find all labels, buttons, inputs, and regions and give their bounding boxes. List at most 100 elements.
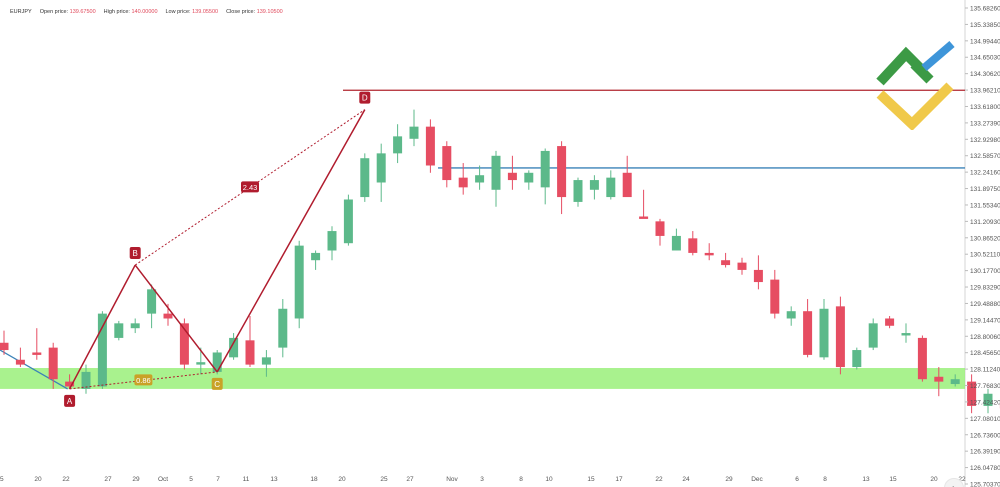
date-axis-label: 7 bbox=[216, 476, 220, 483]
date-axis-label: 29 bbox=[725, 476, 733, 483]
date-axis-label: 10 bbox=[545, 476, 553, 483]
candle-body[interactable] bbox=[983, 393, 993, 406]
candle-body[interactable] bbox=[360, 158, 370, 198]
price-axis-label: 135.33850 bbox=[970, 22, 1000, 29]
candle-body[interactable] bbox=[835, 306, 845, 368]
candle-body[interactable] bbox=[557, 146, 567, 198]
candle-body[interactable] bbox=[721, 260, 731, 266]
candle-body[interactable] bbox=[885, 318, 895, 326]
pattern-point-d[interactable] bbox=[359, 91, 371, 104]
candle-body[interactable] bbox=[130, 323, 140, 329]
pattern-leg-cd[interactable] bbox=[216, 109, 366, 373]
price-axis-label: 128.80060 bbox=[970, 334, 1000, 341]
candle-body[interactable] bbox=[934, 376, 944, 382]
candle-body[interactable] bbox=[65, 381, 75, 387]
candle-body[interactable] bbox=[622, 172, 632, 198]
candle-body[interactable] bbox=[81, 371, 91, 389]
candle-body[interactable] bbox=[32, 352, 42, 355]
candle-body[interactable] bbox=[114, 323, 124, 338]
candle-body[interactable] bbox=[212, 352, 222, 372]
price-axis-label: 128.11240 bbox=[970, 367, 1000, 374]
candle-body[interactable] bbox=[376, 153, 386, 183]
ratio-badge bbox=[134, 374, 153, 386]
candle-body[interactable] bbox=[425, 126, 435, 166]
candle-body[interactable] bbox=[901, 333, 911, 336]
candle-body[interactable] bbox=[770, 279, 780, 314]
date-axis-label: 20 bbox=[338, 476, 346, 483]
date-axis-label: 22 bbox=[958, 476, 966, 483]
candle-body[interactable] bbox=[606, 177, 616, 198]
candle-body[interactable] bbox=[753, 269, 763, 283]
candle-body[interactable] bbox=[261, 357, 271, 365]
candle-body[interactable] bbox=[48, 347, 58, 380]
ratio-badge bbox=[241, 181, 259, 193]
pattern-point-label: C bbox=[214, 380, 220, 389]
close-price: Close price: 139.10500 bbox=[226, 9, 283, 15]
candle-body[interactable] bbox=[589, 180, 599, 190]
candle-body[interactable] bbox=[573, 180, 583, 202]
candle-body[interactable] bbox=[852, 350, 862, 368]
pattern-leg-ab[interactable] bbox=[68, 264, 136, 390]
pattern-point-label: D bbox=[362, 94, 368, 103]
candle-body[interactable] bbox=[704, 252, 714, 256]
candle-body[interactable] bbox=[917, 337, 927, 380]
date-axis-label: 27 bbox=[104, 476, 112, 483]
price-axis-label: 126.04780 bbox=[970, 465, 1000, 472]
price-axis-label: 129.14470 bbox=[970, 317, 1000, 324]
candle-body[interactable] bbox=[409, 126, 419, 139]
candle-body[interactable] bbox=[786, 311, 796, 319]
candle-body[interactable] bbox=[671, 235, 681, 251]
candle-body[interactable] bbox=[196, 362, 206, 365]
candle-body[interactable] bbox=[639, 216, 649, 219]
date-axis-label: 13 bbox=[270, 476, 278, 483]
open-price: Open price: 139.67500 bbox=[39, 9, 96, 15]
candle-body[interactable] bbox=[524, 172, 534, 183]
candle-body[interactable] bbox=[507, 172, 517, 181]
candle-body[interactable] bbox=[491, 155, 501, 190]
candle-body[interactable] bbox=[737, 262, 747, 270]
date-axis-label: 8 bbox=[519, 476, 523, 483]
date-axis-label: 27 bbox=[406, 476, 414, 483]
candle-body[interactable] bbox=[147, 289, 157, 314]
price-axis-label: 126.39190 bbox=[970, 449, 1000, 456]
candle-body[interactable] bbox=[327, 231, 337, 251]
candle-body[interactable] bbox=[442, 146, 452, 181]
trend-line[interactable] bbox=[0, 349, 68, 390]
candle-body[interactable] bbox=[245, 340, 255, 365]
candle-body[interactable] bbox=[967, 381, 977, 406]
candle-body[interactable] bbox=[229, 337, 239, 358]
support-zone bbox=[0, 368, 965, 389]
candle-body[interactable] bbox=[343, 199, 353, 244]
candle-body[interactable] bbox=[163, 313, 173, 319]
pattern-point-a[interactable] bbox=[64, 394, 76, 407]
candle-body[interactable] bbox=[688, 238, 698, 253]
candle-body[interactable] bbox=[0, 342, 9, 351]
candle-body[interactable] bbox=[311, 252, 321, 261]
candle-body[interactable] bbox=[540, 150, 550, 188]
candle-body[interactable] bbox=[819, 308, 829, 358]
price-axis-label: 135.68260 bbox=[970, 6, 1000, 13]
candle-body[interactable] bbox=[458, 177, 468, 188]
candle-body[interactable] bbox=[278, 308, 288, 348]
price-axis-label: 126.73600 bbox=[970, 432, 1000, 439]
ratio-label: 2.43 bbox=[243, 183, 258, 192]
candle-body[interactable] bbox=[179, 323, 189, 365]
candle-body[interactable] bbox=[393, 136, 403, 154]
pattern-leg-bc[interactable] bbox=[134, 264, 218, 373]
date-axis-label: 3 bbox=[480, 476, 484, 483]
price-axis-label: 128.45650 bbox=[970, 350, 1000, 357]
candle-body[interactable] bbox=[475, 175, 485, 183]
candle-body[interactable] bbox=[97, 313, 107, 387]
ohlc-info-bar: EURJPY Open price: 139.67500 High price:… bbox=[10, 9, 283, 15]
candle-body[interactable] bbox=[803, 311, 813, 355]
candle-body[interactable] bbox=[655, 221, 665, 236]
candle-body[interactable] bbox=[294, 245, 304, 319]
candle-body[interactable] bbox=[868, 323, 878, 348]
date-axis-label: Nov bbox=[446, 476, 458, 483]
candle-body[interactable] bbox=[15, 359, 25, 365]
pattern-point-b[interactable] bbox=[129, 247, 141, 260]
candle-body[interactable] bbox=[950, 379, 960, 385]
pattern-point-c[interactable] bbox=[211, 377, 223, 390]
